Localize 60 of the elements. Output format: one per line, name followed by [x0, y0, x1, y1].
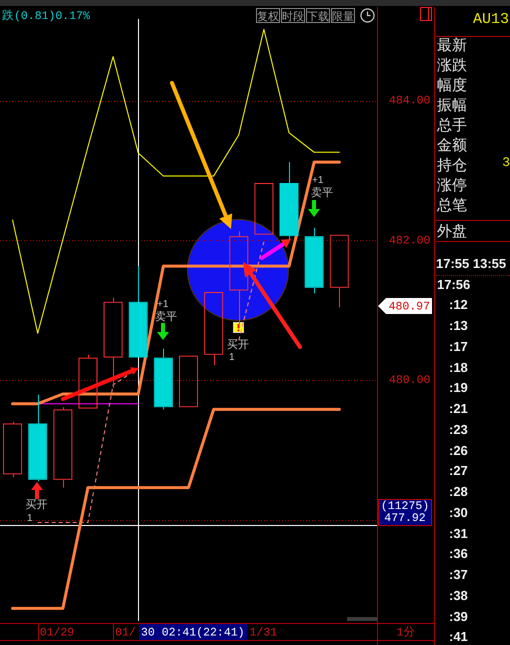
text: :39	[449, 608, 468, 624]
text: :36	[449, 546, 468, 562]
annotation: 限量	[331, 8, 355, 23]
text: :26	[449, 442, 468, 458]
text: (11275)	[380, 500, 430, 514]
y-tick-label: 482.00	[389, 234, 431, 248]
text: 17:56	[437, 276, 470, 292]
annotation: 复权	[256, 8, 280, 23]
annotation: +1	[157, 298, 169, 310]
annotation: 卖平	[311, 186, 333, 199]
text: :12	[449, 297, 468, 312]
text: :27	[449, 463, 468, 478]
annotation: 1	[27, 512, 33, 524]
candlestick	[304, 227, 324, 294]
text: :17	[449, 338, 468, 354]
annotation: 下载	[306, 8, 330, 23]
y-tick-label: 484.00	[389, 94, 431, 108]
annotation: 时段	[281, 8, 305, 23]
text: 01/	[115, 626, 136, 640]
text: 3	[502, 155, 510, 172]
text: 外盘	[437, 221, 467, 241]
candlestick	[28, 394, 48, 482]
annotation: 买开	[26, 498, 48, 511]
text: :23	[449, 422, 468, 437]
text: 幅度	[437, 75, 467, 95]
ref-line-label: 477.92	[384, 512, 426, 526]
annotation: 买开	[227, 338, 249, 351]
text: :21	[449, 401, 468, 416]
text: 01/29	[40, 626, 74, 640]
text: 涨停	[437, 175, 467, 195]
text: 30 02:41(22:41)	[141, 626, 245, 640]
text: 最新	[437, 35, 467, 55]
text: :41	[449, 629, 468, 644]
candlestick	[128, 266, 148, 358]
text: 1/31	[250, 626, 278, 640]
candlestick	[154, 348, 173, 410]
text: 总手	[437, 115, 467, 135]
text: AU13	[472, 11, 509, 29]
chart-title: 跌(0.81)0.17%	[2, 8, 90, 23]
text: :38	[449, 588, 468, 603]
annotation: +1	[312, 174, 324, 186]
text: 480.97	[388, 300, 430, 314]
text: 金额	[437, 135, 467, 155]
text: 1分	[396, 626, 416, 640]
text: :19	[449, 380, 468, 396]
text: 总笔	[437, 195, 467, 215]
text: :13	[449, 318, 468, 333]
text: :28	[449, 484, 468, 499]
text: 持仓	[437, 155, 467, 175]
text: 17:55 13:55	[436, 256, 506, 271]
text: :37	[449, 567, 468, 582]
y-tick-label: 480.00	[389, 374, 431, 388]
text: :18	[449, 360, 468, 374]
text: :30	[449, 504, 468, 520]
annotation: 卖平	[155, 310, 177, 323]
text: 涨跌	[437, 55, 467, 75]
annotation: 1	[229, 352, 235, 363]
candlestick	[279, 162, 299, 242]
text: :31	[449, 526, 468, 540]
text: 振幅	[437, 95, 467, 115]
